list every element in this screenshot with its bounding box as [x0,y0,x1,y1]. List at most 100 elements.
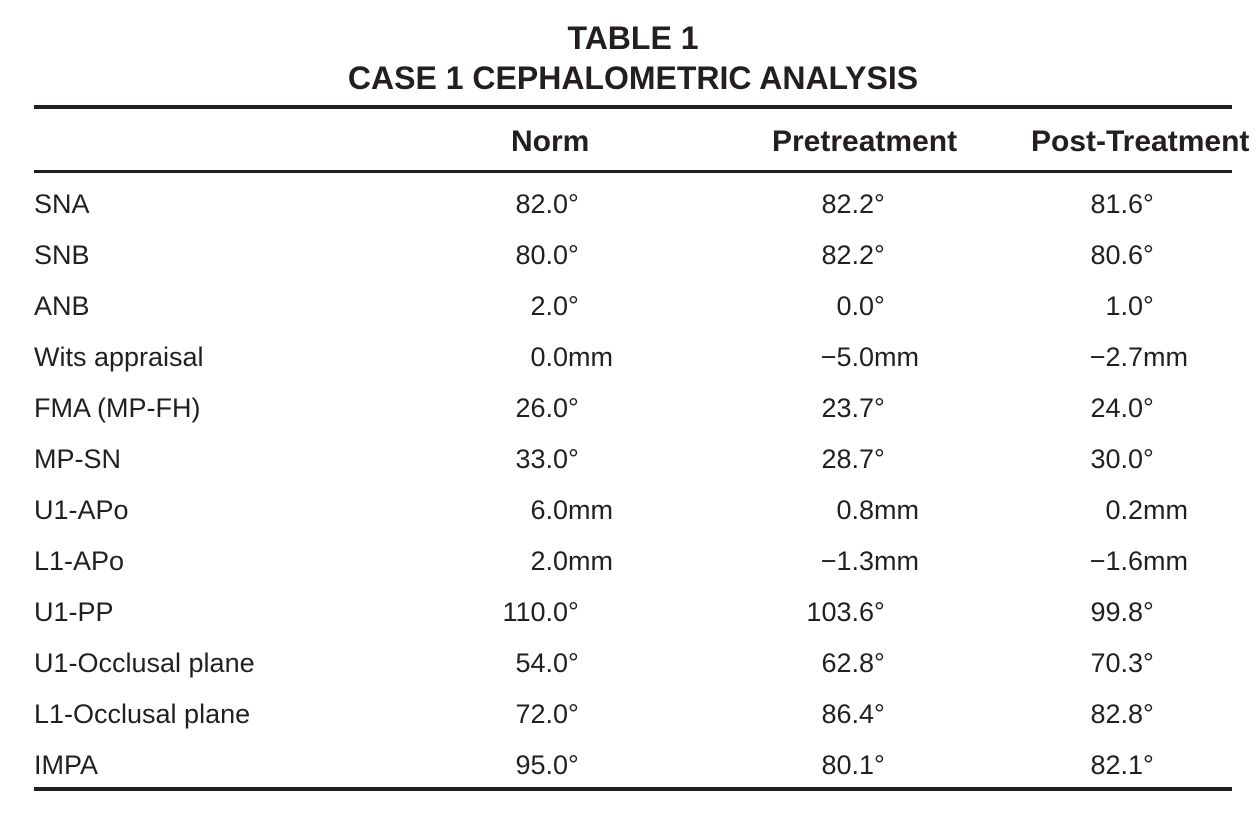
cell-unit: mm [1143,342,1188,372]
cell-norm: 0.0mm [480,333,613,381]
cell-value: 99.8 [1090,597,1143,627]
cell-norm: 95.0° [480,741,579,789]
cell-pre: 0.0° [786,282,885,330]
cell-pre: 80.1° [786,741,885,789]
row-label: U1-PP [34,597,114,627]
cell-post: 81.6° [1055,180,1154,228]
cell-unit: ° [568,240,579,270]
row-label: SNA [34,189,90,219]
cell-unit: ° [874,240,885,270]
row-label: L1-APo [34,546,125,576]
cell-unit: ° [568,699,579,729]
row-label: FMA (MP-FH) [34,393,201,423]
cell-value: 0.0 [836,291,874,321]
row-label: L1-Occlusal plane [34,699,251,729]
table-row: MP-SN 33.0° 28.7° 30.0° [0,435,1259,486]
cell-unit: ° [1143,240,1154,270]
cell-value: 72.0 [515,699,568,729]
cell-unit: ° [1143,750,1154,780]
cell-unit: ° [1143,444,1154,474]
table-row: Wits appraisal 0.0mm −5.0mm −2.7mm [0,333,1259,384]
cell-unit: ° [1143,291,1154,321]
cell-pre: −5.0mm [786,333,919,381]
cell-unit: ° [874,699,885,729]
cell-post: −2.7mm [1055,333,1188,381]
cell-post: 70.3° [1055,639,1153,687]
cell-value: 82.2 [821,240,874,270]
cell-value: 24.0 [1090,393,1143,423]
cell-unit: ° [874,291,885,321]
cell-unit: ° [568,291,579,321]
cell-value: 28.7 [821,444,874,474]
cell-value: −1.6 [1089,546,1143,576]
cell-value: 80.1 [821,750,874,780]
row-label: U1-APo [34,495,129,525]
cell-pre: 28.7° [786,435,884,483]
table-row: SNA 82.0° 82.2° 81.6° [0,180,1259,231]
cell-value: 82.2 [821,189,874,219]
row-label: U1-Occlusal plane [34,648,255,678]
table-row: U1-APo 6.0mm 0.8mm 0.2mm [0,486,1259,537]
table-row: ANB 2.0° 0.0° 1.0° [0,282,1259,333]
cell-unit: mm [568,495,613,525]
cell-post: 80.6° [1055,231,1154,279]
cell-unit: ° [568,750,579,780]
cell-value: 0.0 [530,342,568,372]
cell-unit: mm [874,495,919,525]
cell-value: 33.0 [515,444,568,474]
cell-value: −2.7 [1089,342,1143,372]
cell-norm: 2.0° [480,282,579,330]
cell-value: 26.0 [515,393,568,423]
cell-value: 70.3 [1090,648,1143,678]
cell-unit: mm [1143,546,1188,576]
cell-unit: ° [874,750,885,780]
cell-unit: mm [568,546,613,576]
cell-pre: 103.6° [786,588,885,636]
cell-norm: 72.0° [480,690,579,738]
cell-value: 62.8 [821,648,874,678]
cell-norm: 33.0° [480,435,579,483]
cell-unit: mm [874,546,919,576]
cell-unit: ° [1143,189,1154,219]
cell-unit: ° [568,393,579,423]
cell-value: 23.7 [821,393,874,423]
cell-pre: 62.8° [786,639,884,687]
row-label: Wits appraisal [34,342,204,372]
cell-norm: 54.0° [480,639,579,687]
cell-value: −1.3 [820,546,874,576]
cell-post: 24.0° [1055,384,1154,432]
table-row: SNB 80.0° 82.2° 80.6° [0,231,1259,282]
cell-value: 82.0 [515,189,568,219]
cell-pre: 82.2° [786,231,885,279]
row-label: ANB [34,291,90,321]
cell-norm: 6.0mm [480,486,613,534]
cell-pre: 0.8mm [786,486,919,534]
top-rule [34,105,1232,109]
table-title: TABLE 1 CASE 1 CEPHALOMETRIC ANALYSIS [0,18,1259,98]
table-row: IMPA 95.0° 80.1° 82.1° [0,741,1259,792]
bottom-rule [34,787,1232,791]
cell-value: 6.0 [530,495,568,525]
cell-value: 30.0 [1090,444,1143,474]
cell-value: 1.0 [1105,291,1143,321]
cell-post: 1.0° [1055,282,1154,330]
table-row: L1-APo 2.0mm −1.3mm −1.6mm [0,537,1259,588]
cell-post: −1.6mm [1055,537,1188,585]
cell-norm: 26.0° [480,384,579,432]
cell-unit: ° [568,648,579,678]
cell-post: 82.8° [1055,690,1154,738]
cell-value: 81.6 [1090,189,1143,219]
cell-unit: ° [1143,699,1154,729]
table-row: L1-Occlusal plane 72.0° 86.4° 82.8° [0,690,1259,741]
cell-unit: mm [874,342,919,372]
cell-unit: ° [1143,393,1154,423]
cell-unit: ° [568,444,579,474]
table-number: TABLE 1 [567,20,699,56]
cell-pre: −1.3mm [786,537,919,585]
cell-unit: ° [874,597,885,627]
cell-post: 99.8° [1055,588,1153,636]
cell-unit: ° [874,393,885,423]
header-rule [34,170,1232,173]
table-caption: CASE 1 CEPHALOMETRIC ANALYSIS [347,60,919,96]
cell-pre: 86.4° [786,690,885,738]
